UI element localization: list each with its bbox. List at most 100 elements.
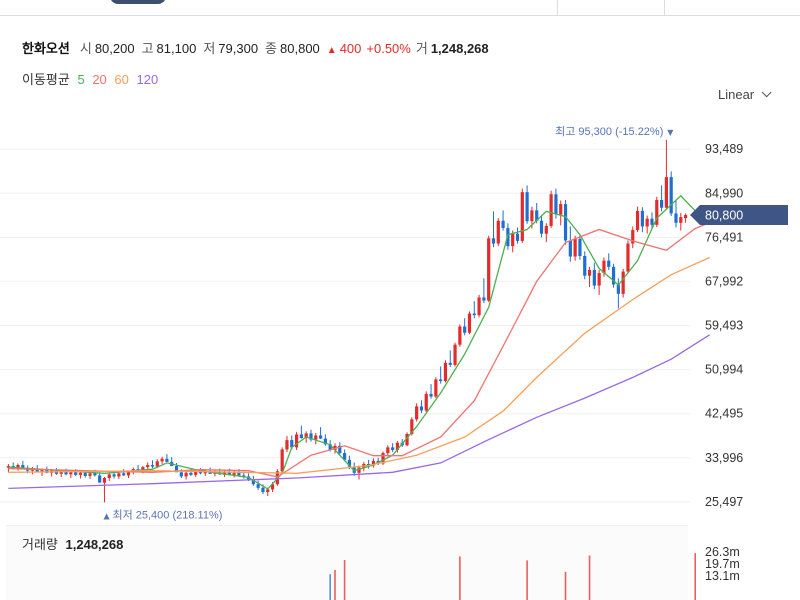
- candle-body: [318, 435, 323, 439]
- volume-bar: [459, 556, 461, 600]
- volume-bar: [588, 555, 591, 600]
- y-tick-label: 67,992: [705, 274, 743, 288]
- candle-body: [74, 472, 78, 475]
- max-price-annotation: 최고 95,300 (-15.22%): [555, 125, 663, 138]
- y-tick-label: 76,491: [705, 230, 743, 244]
- scale-dropdown[interactable]: Linear: [718, 87, 772, 102]
- candle-body: [554, 194, 558, 215]
- change-value: 400: [339, 41, 362, 56]
- candle-body: [251, 479, 255, 485]
- candle-body: [602, 260, 606, 274]
- ma-line-20: [8, 222, 710, 478]
- candle-body: [242, 475, 246, 477]
- candle-body: [122, 473, 126, 476]
- candle-body: [424, 393, 428, 411]
- min-marker-icon: ▲: [103, 511, 110, 520]
- candle-body: [419, 406, 424, 411]
- candle-body: [98, 475, 102, 483]
- candle-body: [270, 484, 275, 490]
- candle-body: [112, 474, 116, 477]
- candle-body: [222, 472, 227, 475]
- candle-body: [309, 433, 313, 440]
- candle-body: [256, 484, 260, 488]
- candle-body: [35, 468, 39, 473]
- candle-body: [592, 269, 596, 286]
- candle-body: [439, 379, 443, 381]
- candle-body: [117, 473, 121, 477]
- candle-body: [683, 214, 688, 219]
- candle-body: [544, 225, 548, 234]
- y-tick-label: 33,996: [705, 451, 743, 465]
- candle-body: [88, 473, 92, 476]
- candle-body: [78, 472, 83, 475]
- ma-legend-20[interactable]: 20: [92, 72, 107, 87]
- candle-body: [559, 204, 563, 215]
- candle-body: [573, 238, 577, 257]
- volume-panel-title: 거래량: [22, 537, 58, 552]
- y-tick-label: 59,493: [705, 319, 743, 333]
- candle-body: [448, 362, 452, 365]
- candle-body: [232, 472, 236, 475]
- high-label: 고: [141, 41, 154, 56]
- candle-body: [659, 199, 664, 208]
- top-tab-active[interactable]: [110, 0, 166, 4]
- volume-value: 1,248,268: [430, 41, 489, 56]
- ma-legend-120[interactable]: 120: [136, 72, 159, 87]
- ma-line-120: [8, 334, 710, 490]
- candle-body: [578, 238, 582, 256]
- candle-body: [323, 438, 327, 445]
- low-value: 79,300: [218, 41, 259, 56]
- candle-body: [59, 471, 63, 474]
- candle-body: [338, 445, 342, 454]
- volume-panel: [6, 525, 688, 600]
- candle-body: [280, 449, 284, 472]
- high-value: 81,100: [156, 41, 197, 56]
- candle-body: [621, 271, 625, 294]
- volume-panel-value: 1,248,268: [65, 537, 124, 552]
- candle-body: [520, 192, 524, 241]
- max-marker-icon: ▼: [667, 128, 674, 137]
- volume-tick-label: 26.3m: [705, 545, 740, 559]
- ma-legend-title: 이동평균: [22, 72, 70, 87]
- candle-body: [405, 433, 409, 446]
- candle-body: [391, 447, 395, 450]
- candle-body: [645, 218, 649, 227]
- candle-body: [669, 177, 673, 214]
- open-value: 80,200: [94, 41, 135, 56]
- candle-body: [415, 406, 419, 420]
- volume-bar: [334, 570, 336, 600]
- close-value: 80,800: [280, 41, 320, 56]
- candle-body: [381, 453, 385, 464]
- candle-body: [616, 284, 620, 294]
- candle-body: [640, 210, 644, 227]
- candle-body: [410, 419, 414, 434]
- candle-body: [434, 379, 438, 397]
- candle-body: [482, 297, 486, 301]
- candle-body: [458, 326, 462, 345]
- candle-body: [102, 477, 107, 483]
- candle-body: [40, 470, 44, 473]
- candle-body: [141, 467, 145, 472]
- candle-body: [150, 465, 155, 467]
- volume-panel-header: 거래량 1,248,268: [22, 534, 123, 553]
- y-tick-label: 93,489: [705, 142, 743, 156]
- volume-label: 거: [415, 41, 428, 56]
- ma-legend-60[interactable]: 60: [114, 72, 129, 87]
- candle-body: [198, 471, 203, 474]
- y-tick-label: 25,497: [705, 495, 743, 509]
- candle-body: [93, 473, 97, 476]
- candle-body: [126, 472, 131, 476]
- candle-body: [64, 471, 68, 475]
- ma-legend-5[interactable]: 5: [77, 72, 85, 87]
- candle-body: [491, 238, 496, 244]
- candle-body: [107, 474, 111, 478]
- y-tick-label: 50,994: [705, 363, 743, 377]
- candle-body: [539, 220, 544, 234]
- header-divider: [0, 15, 800, 16]
- scale-dropdown-label: Linear: [718, 87, 755, 102]
- candle-body: [496, 220, 500, 244]
- candle-body: [304, 433, 308, 439]
- candle-body: [184, 472, 188, 477]
- candle-body: [515, 233, 520, 241]
